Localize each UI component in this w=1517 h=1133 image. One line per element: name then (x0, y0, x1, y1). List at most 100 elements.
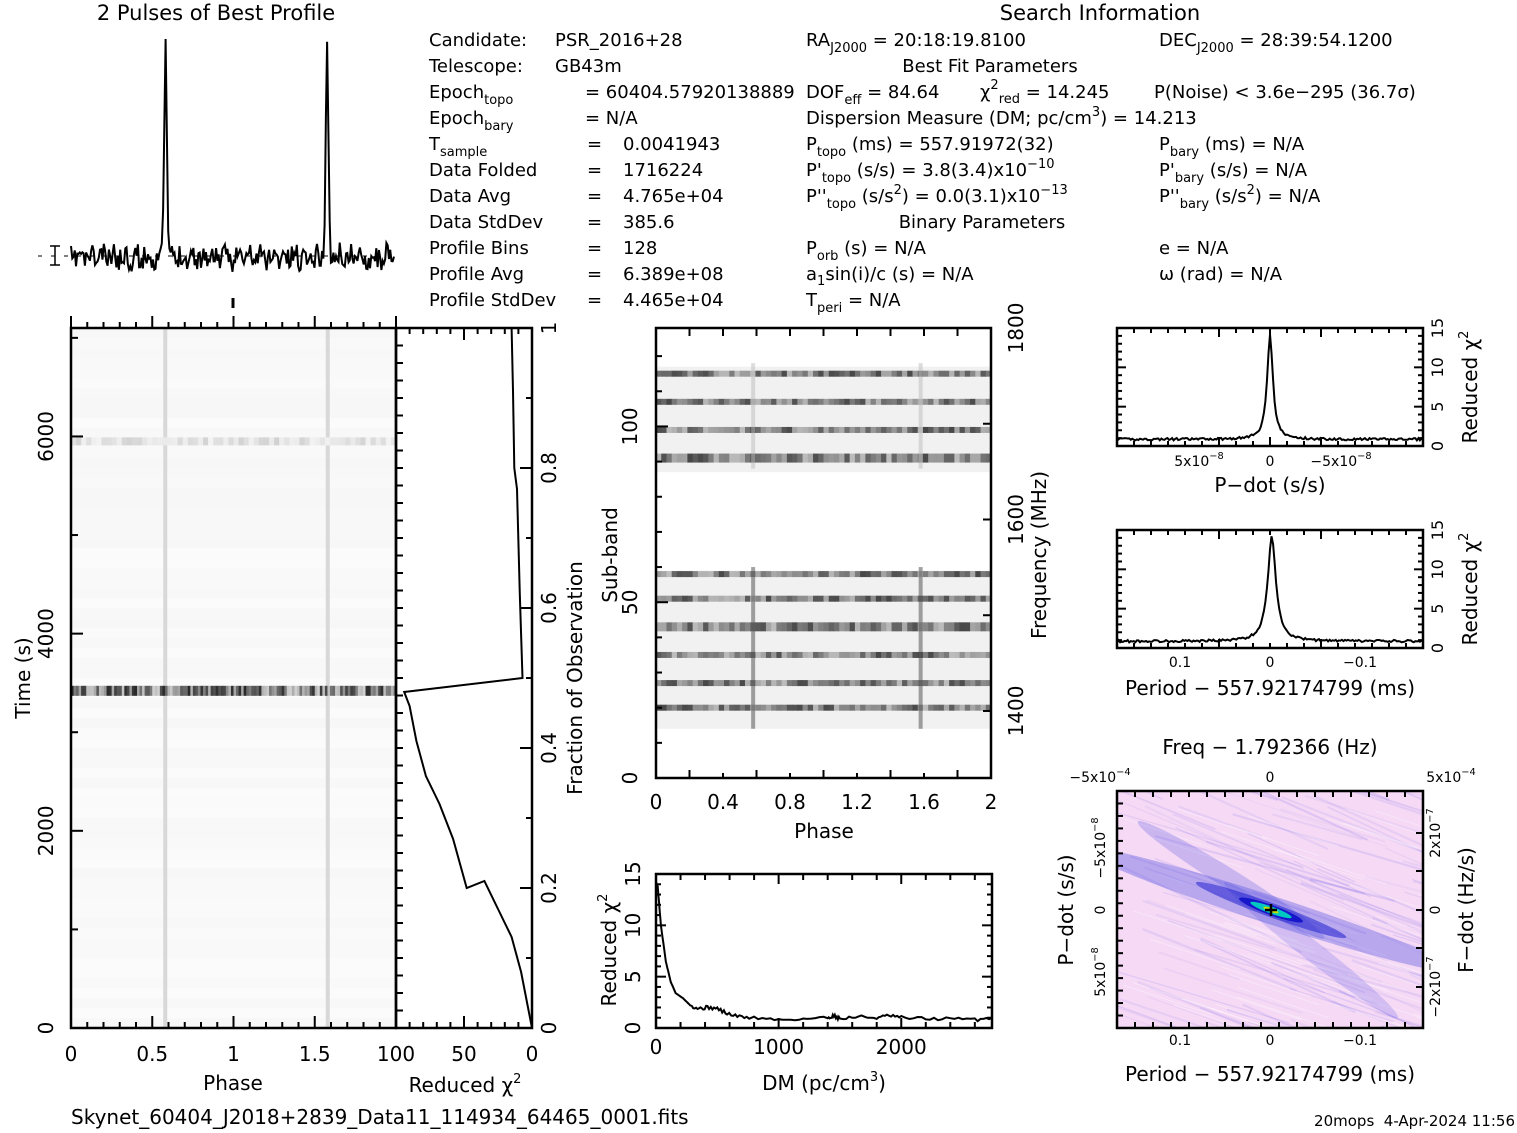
bright-row-cell (314, 685, 318, 696)
bright-row-cell (238, 685, 242, 696)
faint-row-cell (142, 437, 148, 446)
subband-row-cell (792, 704, 798, 711)
y-tick-label: 0 (1093, 906, 1109, 915)
subband-row-cell (765, 595, 772, 602)
bright-row-cell (281, 685, 285, 696)
heatmap-row (71, 598, 396, 608)
info-value: GB43m (555, 56, 622, 77)
ppdot-streak-light (1215, 934, 1306, 966)
bright-row-cell (393, 685, 396, 696)
bright-row-cell (208, 685, 212, 696)
subband-row-cell (833, 680, 840, 687)
heatmap-row (71, 568, 396, 578)
ppdot-streak (1371, 923, 1423, 944)
info-label: Epochbary (429, 108, 514, 134)
subband-row-cell (912, 651, 919, 658)
subband-row-cell (891, 426, 898, 433)
subband-row-cell (760, 571, 767, 578)
subband-row-cell (813, 680, 819, 687)
bright-row-cell (256, 685, 260, 696)
x-tick-label: 0 (650, 1035, 663, 1059)
subband-row-cell (849, 426, 856, 433)
subband-row-cell (682, 426, 688, 433)
subband-row-cell (970, 571, 976, 578)
subband-row-cell (860, 453, 866, 463)
y-tick-label: 5 (1428, 604, 1447, 614)
y-tick-label: 5x10−8 (1090, 947, 1109, 996)
bright-row-cell (114, 685, 118, 696)
timestamp-label: 20mops 4-Apr-2024 11:56 (1314, 1112, 1515, 1130)
subband-row-cell (928, 453, 934, 463)
subband-row-cell (676, 595, 683, 602)
ppdot-streak (1162, 891, 1358, 949)
subband-row-cell (902, 704, 908, 711)
bright-row-cell (309, 685, 313, 696)
ppdot-streak (1304, 794, 1423, 835)
bright-row-cell (380, 685, 384, 696)
subband-row-cell (765, 622, 772, 632)
bright-row-cell (149, 685, 153, 696)
subband-row-cell (912, 370, 919, 377)
dm-chi2-frame (654, 872, 994, 1030)
subband-row-cell (828, 622, 835, 632)
subband-row-cell (729, 398, 736, 405)
subband-row-cell (902, 426, 908, 433)
subband-row-cell (713, 651, 720, 658)
subband-row-cell (912, 680, 919, 687)
heatmap-row (71, 628, 396, 638)
faint-row-cell (137, 437, 143, 446)
subband-row-cell (676, 622, 683, 632)
ppdot-streak-light (1181, 998, 1273, 1028)
subband-row-cell (881, 595, 887, 602)
y-tick-label: 10 (621, 913, 645, 938)
subband-row-cell (896, 622, 903, 632)
subband-row-cell (744, 453, 751, 463)
subband-row-cell (687, 680, 694, 687)
faint-row-cell (248, 437, 255, 446)
subband-row-cell (760, 398, 767, 405)
subband-row-cell (697, 571, 704, 578)
heatmap-row (71, 888, 396, 898)
y-tick-label: 5 (1428, 402, 1447, 412)
subband-row-cell (724, 680, 730, 687)
subband-row-cell (765, 680, 772, 687)
subband-row-cell (823, 680, 830, 687)
subband-row-cell (922, 453, 929, 463)
faint-row-cell (314, 437, 321, 446)
subband-row-cell (954, 370, 961, 377)
subband-row-cell (818, 595, 824, 602)
x-tick-label: 1000 (753, 1035, 804, 1059)
subband-row-cell (734, 595, 741, 602)
x-tick-label: 0.8 (774, 790, 806, 814)
bright-row-cell (175, 685, 179, 696)
bright-row-cell (345, 685, 349, 696)
subband-row-cell (802, 622, 809, 632)
ppdot-streak (1143, 791, 1163, 801)
heatmap-row (71, 638, 396, 648)
subband-row-cell (980, 571, 987, 578)
subband-row-cell (928, 622, 934, 632)
faint-row-cell (329, 437, 336, 446)
info-equals: = (587, 186, 602, 207)
subband-row-cell (875, 398, 882, 405)
subband-row-cell (802, 651, 809, 658)
subband-row-cell (656, 622, 662, 632)
subband-row-cell (943, 426, 950, 433)
info-label: Profile StdDev (429, 290, 557, 311)
subband-row-cell (792, 453, 798, 463)
subband-row-cell (854, 398, 861, 405)
subband-row-cell (902, 370, 908, 377)
time-chi2-frame (394, 326, 534, 1030)
subband-row-cell (760, 595, 767, 602)
subband-row-cell (959, 370, 966, 377)
heatmap-row (71, 938, 396, 948)
subband-row-cell (671, 680, 678, 687)
subband-row-cell (656, 453, 662, 463)
ppdot-streak-light (1416, 1016, 1423, 1020)
subband-row-cell (833, 453, 840, 463)
subband-row-cell (744, 704, 751, 711)
subband-row-cell (703, 595, 709, 602)
subband-row-cell (949, 571, 955, 578)
subband-row-cell (891, 595, 898, 602)
